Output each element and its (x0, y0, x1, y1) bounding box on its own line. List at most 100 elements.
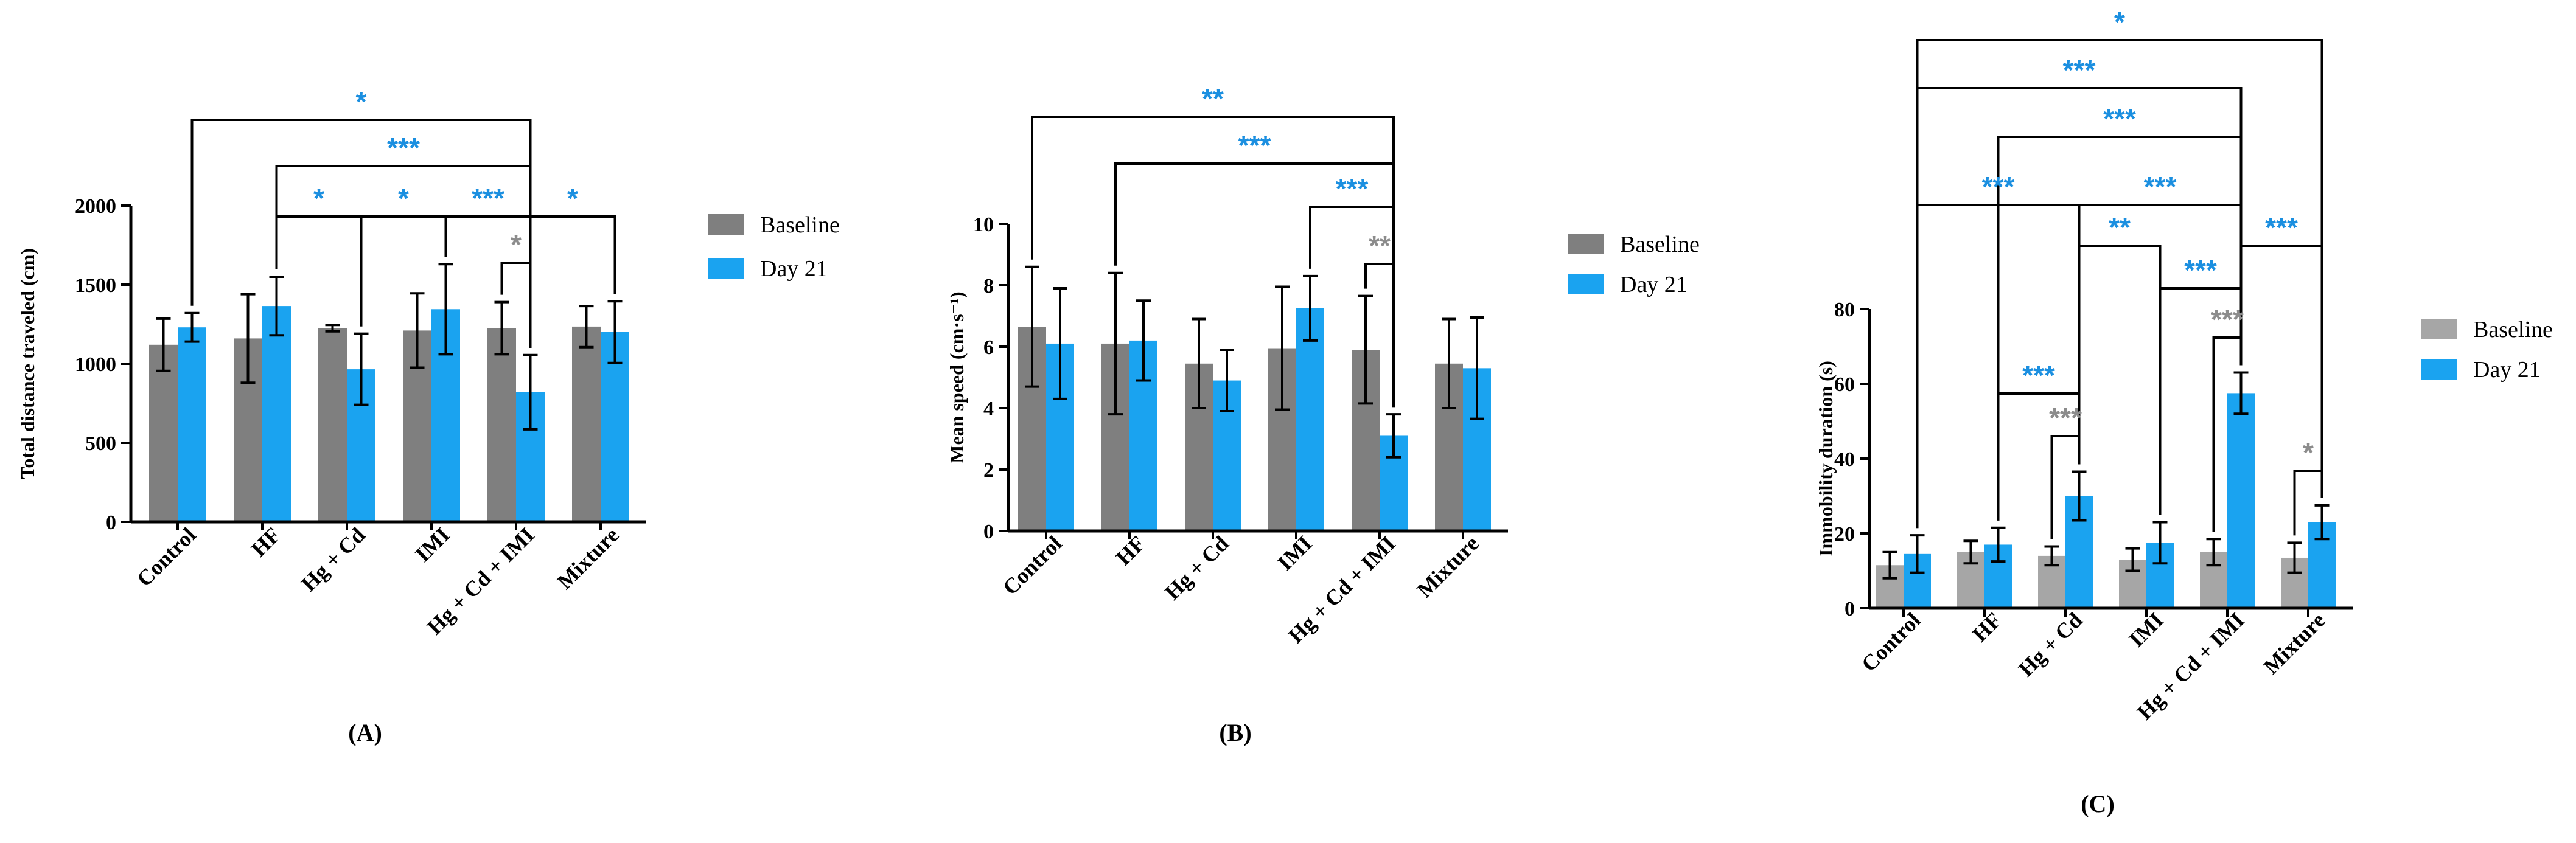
bar-a-day21-0 (178, 327, 206, 522)
significance-label: *** (2144, 171, 2177, 203)
x-tick-label: Hg + Cd (296, 522, 370, 596)
legend-swatch (2421, 359, 2457, 380)
panel-label: (B) (1219, 719, 1251, 746)
error-bar (269, 276, 284, 337)
error-bar (1025, 265, 1039, 388)
y-tick-label: 8 (983, 275, 994, 297)
error-bar (1275, 285, 1290, 411)
y-tick-label: 20 (1834, 523, 1855, 546)
x-tick-label: IMI (2124, 608, 2168, 651)
panel-label: (A) (348, 719, 382, 746)
x-tick-label: Mixture (1412, 531, 1484, 602)
x-tick-label: Mixture (2259, 608, 2330, 679)
error-bar (2044, 545, 2059, 567)
error-bar (1108, 271, 1123, 416)
y-axis-label: Total distance traveled (cm) (16, 248, 38, 479)
y-tick-label: 80 (1834, 299, 1855, 321)
y-tick-label: 1000 (75, 353, 116, 376)
legend-swatch (708, 214, 744, 235)
significance-label: *** (1982, 171, 2015, 203)
x-tick-label: Hg + Cd (2014, 608, 2087, 681)
error-bar (2152, 521, 2168, 565)
bar-b-day21-3 (1296, 308, 1324, 531)
y-tick-label: 2 (983, 459, 994, 482)
error-bar (1220, 349, 1234, 413)
error-bar (410, 292, 425, 369)
error-bar (325, 324, 340, 333)
bar-a-day21-1 (262, 306, 291, 522)
x-tick-label: HF (1111, 531, 1150, 570)
significance-label: * (2114, 6, 2125, 38)
significance-label: * (2303, 437, 2314, 468)
significance-label: *** (2265, 212, 2298, 243)
error-bar (438, 263, 453, 356)
error-bar (2072, 470, 2087, 522)
x-tick-label: IMI (1273, 531, 1317, 575)
legend-label: Baseline (760, 212, 840, 238)
error-bar (1442, 317, 1456, 409)
significance-label: *** (2022, 359, 2055, 391)
significance-bracket (2212, 336, 2243, 532)
y-tick-label: 1500 (75, 274, 116, 297)
significance-label: * (567, 182, 578, 214)
error-bar (1882, 550, 1897, 580)
significance-bracket (2159, 287, 2243, 515)
bar-a-baseline-2 (318, 328, 347, 522)
y-tick-label: 40 (1834, 448, 1855, 471)
significance-bracket (2078, 245, 2162, 515)
significance-bracket (1031, 116, 1395, 408)
x-tick-label: IMI (411, 522, 455, 566)
y-tick-label: 0 (106, 512, 116, 534)
legend-label: Baseline (2473, 317, 2553, 342)
error-bar (494, 300, 509, 356)
legend-label: Day 21 (1620, 272, 1688, 297)
x-tick-label: HF (246, 522, 285, 561)
error-bar (1192, 317, 1206, 409)
error-bar (2233, 371, 2249, 415)
y-tick-label: 500 (85, 432, 116, 455)
y-tick-label: 0 (1845, 598, 1855, 620)
legend-label: Day 21 (760, 256, 828, 282)
error-bar (2125, 547, 2140, 572)
bar-c-day21-4 (2227, 393, 2255, 608)
legend-label: Baseline (1620, 232, 1700, 257)
x-tick-label: Mixture (553, 522, 624, 594)
y-tick-label: 4 (983, 398, 994, 420)
significance-label: ** (2109, 212, 2131, 243)
significance-label: * (313, 182, 324, 214)
y-tick-label: 10 (973, 213, 994, 236)
error-bar (1136, 299, 1151, 382)
error-bar (2206, 538, 2221, 567)
error-bar (1910, 534, 1925, 574)
error-bar (2287, 541, 2302, 574)
error-bar (1470, 316, 1484, 420)
significance-label: *** (472, 182, 504, 214)
significance-label: *** (2063, 54, 2096, 86)
significance-label: ** (1202, 83, 1224, 114)
error-bar (1386, 413, 1401, 459)
significance-label: *** (1238, 130, 1271, 161)
significance-label: *** (2211, 304, 2244, 335)
x-tick-label: HF (1967, 608, 2006, 647)
error-bar (184, 311, 200, 343)
panel-label: (C) (2081, 790, 2115, 817)
y-tick-label: 60 (1834, 373, 1855, 396)
error-bar (579, 305, 594, 349)
error-bar (1963, 539, 1978, 565)
significance-label: * (398, 182, 409, 214)
bar-a-baseline-0 (149, 344, 178, 522)
error-bar (607, 300, 623, 364)
x-tick-label: Hg + Cd (1160, 531, 1234, 605)
error-bar (1991, 526, 2006, 563)
y-axis-label: Immobility duration (s) (1815, 361, 1837, 557)
significance-bracket (2050, 435, 2081, 539)
significance-label: *** (2103, 103, 2136, 134)
x-tick-label: Control (1857, 608, 1925, 676)
legend-swatch (1568, 274, 1604, 294)
significance-bracket (2293, 470, 2323, 536)
legend-swatch (1568, 234, 1604, 254)
